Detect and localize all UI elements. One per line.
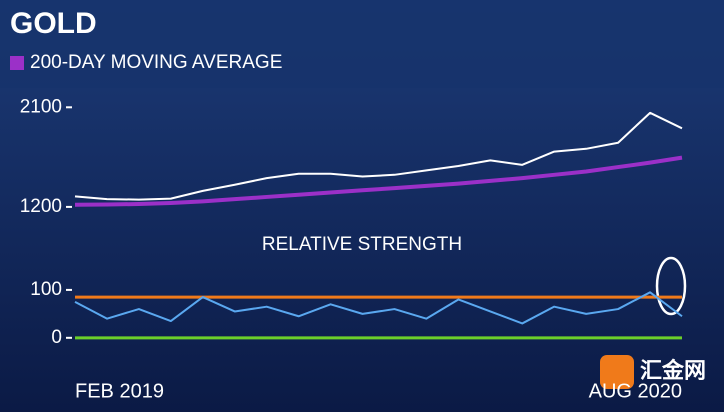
- y-tick-label: 0: [51, 327, 62, 348]
- series-line: [74, 291, 683, 325]
- x-tick-label: AUG 2020: [589, 380, 682, 402]
- panel-title: RELATIVE STRENGTH: [262, 234, 462, 255]
- series-line: [74, 155, 683, 207]
- y-tick-label: 100: [30, 279, 62, 300]
- title: GOLD: [10, 7, 97, 40]
- highlight-circle: [655, 256, 687, 316]
- legend-label: 200-DAY MOVING AVERAGE: [30, 52, 282, 73]
- watermark-icon: [600, 355, 634, 389]
- legend-swatch: [10, 56, 24, 70]
- x-tick-label: FEB 2019: [75, 380, 164, 402]
- header: [0, 0, 724, 88]
- watermark: 汇金网: [640, 358, 706, 383]
- series-line: [74, 111, 683, 201]
- y-tick-label: 2100: [20, 96, 62, 117]
- y-tick-label: 1200: [20, 196, 62, 217]
